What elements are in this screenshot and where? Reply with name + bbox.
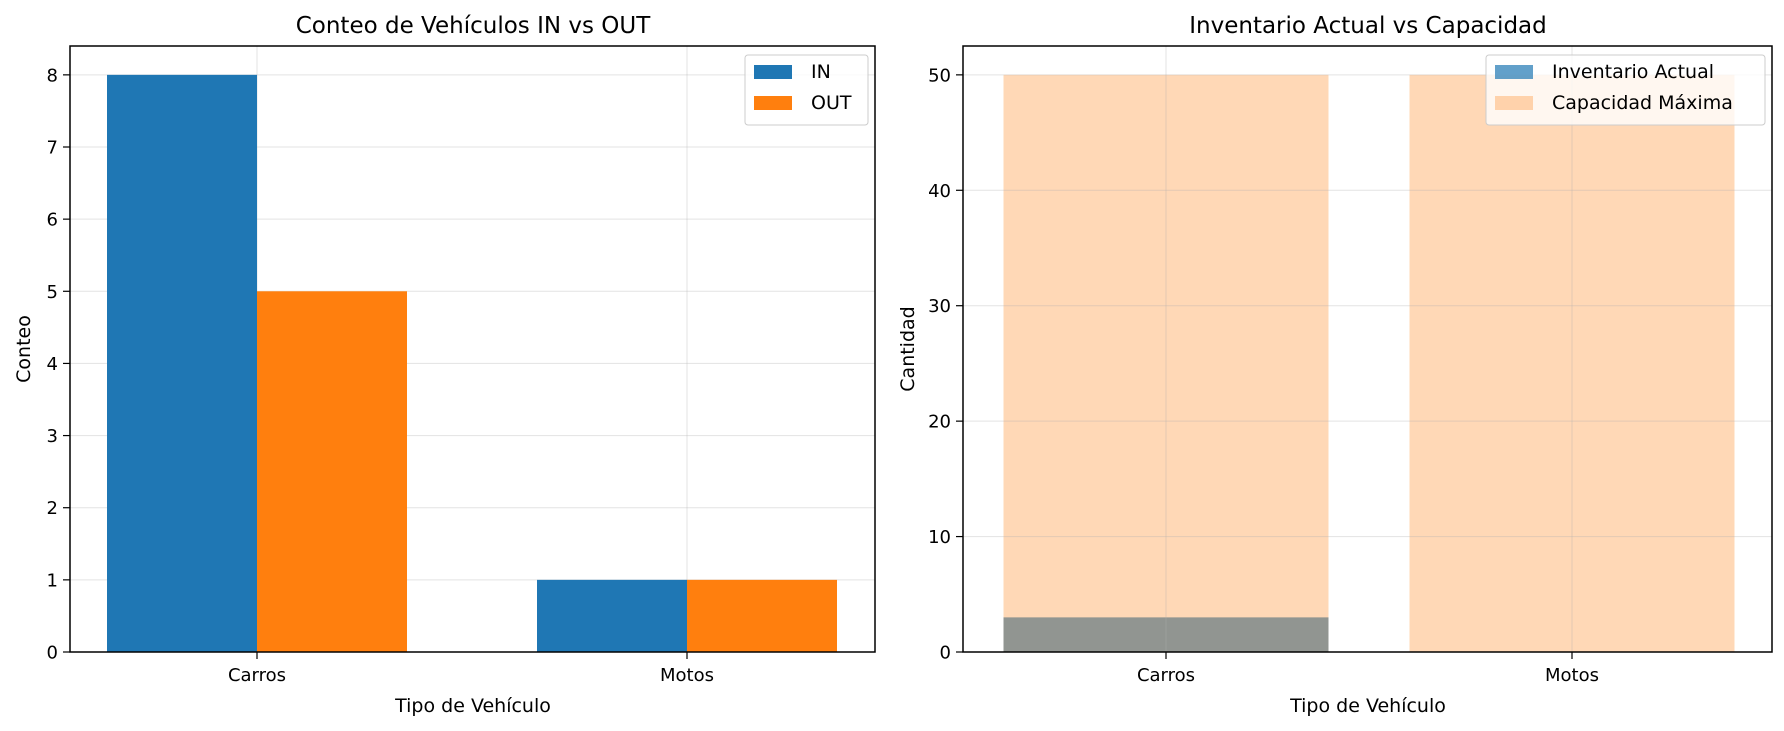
bar-in-carros (107, 74, 257, 653)
y-tick-label: 50 (928, 65, 951, 86)
plot-frame (962, 45, 1773, 653)
bar-inventario-actual-carros (1003, 617, 1329, 652)
y-tick-label: 40 (928, 181, 951, 202)
y-tick-label: 5 (47, 282, 58, 303)
y-tick-label: 3 (47, 426, 58, 447)
y-tick-label: 1 (47, 570, 58, 591)
legend-swatch (754, 96, 792, 110)
x-axis-label: Tipo de Vehículo (1289, 695, 1446, 717)
chart-in-out: Conteo de Vehículos IN vs OUT 0 1 2 3 4 5 6 7 8 C… (13, 13, 876, 717)
bar-capacidad-m-xima-carros (1003, 74, 1329, 653)
legend: Inventario Actual Capacidad Máxima (1485, 54, 1766, 126)
x-tick-label: Carros (1137, 665, 1195, 686)
bar-in-motos (537, 579, 687, 652)
legend-label: OUT (811, 92, 852, 114)
bars (1003, 74, 1735, 653)
y-tick-label: 10 (928, 527, 951, 548)
y-tick-label: 0 (47, 643, 58, 664)
plot-frame (69, 45, 876, 653)
y-tick-label: 6 (47, 210, 58, 231)
bar-out-motos (687, 579, 837, 652)
legend-label: Capacidad Máxima (1552, 92, 1733, 114)
chart-inventory-capacity: Inventario Actual vs Capacidad 0 10 20 30 40… (897, 13, 1773, 717)
bar-capacidad-m-xima-motos (1409, 74, 1735, 653)
y-tick-label: 4 (47, 354, 58, 375)
chart-title: Conteo de Vehículos IN vs OUT (296, 13, 652, 39)
x-tick-label: Motos (1545, 665, 1599, 686)
x-tick-label: Motos (660, 665, 714, 686)
ticks: 0 10 20 30 40 50 Carros Motos (928, 65, 1599, 686)
y-tick-label: 20 (928, 412, 951, 433)
legend: IN OUT (744, 54, 869, 126)
y-axis-label: Conteo (13, 315, 35, 383)
y-tick-label: 30 (928, 296, 951, 317)
y-tick-label: 8 (47, 65, 58, 86)
legend-box (1485, 54, 1766, 126)
bars (107, 74, 837, 653)
legend-label: Inventario Actual (1552, 61, 1714, 83)
x-tick-label: Carros (228, 665, 286, 686)
legend-label: IN (811, 61, 831, 83)
legend-swatch (754, 65, 792, 79)
bar-out-carros (257, 291, 407, 652)
legend-swatch (1495, 65, 1533, 79)
legend-swatch (1495, 96, 1533, 110)
y-tick-label: 0 (940, 643, 951, 664)
y-tick-label: 2 (47, 498, 58, 519)
ticks: 0 1 2 3 4 5 6 7 8 Carros Motos (47, 65, 714, 686)
x-axis-label: Tipo de Vehículo (394, 695, 551, 717)
chart-title: Inventario Actual vs Capacidad (1189, 13, 1547, 39)
y-tick-label: 7 (47, 138, 58, 159)
y-axis-label: Cantidad (897, 306, 919, 391)
